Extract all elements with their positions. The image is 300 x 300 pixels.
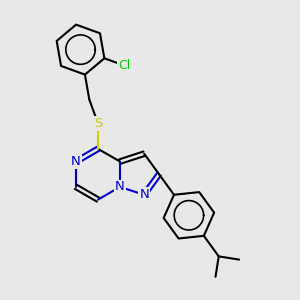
- Text: S: S: [94, 117, 102, 130]
- Text: Cl: Cl: [118, 59, 130, 72]
- Text: N: N: [71, 155, 81, 168]
- Text: N: N: [139, 188, 149, 201]
- Text: N: N: [115, 180, 125, 194]
